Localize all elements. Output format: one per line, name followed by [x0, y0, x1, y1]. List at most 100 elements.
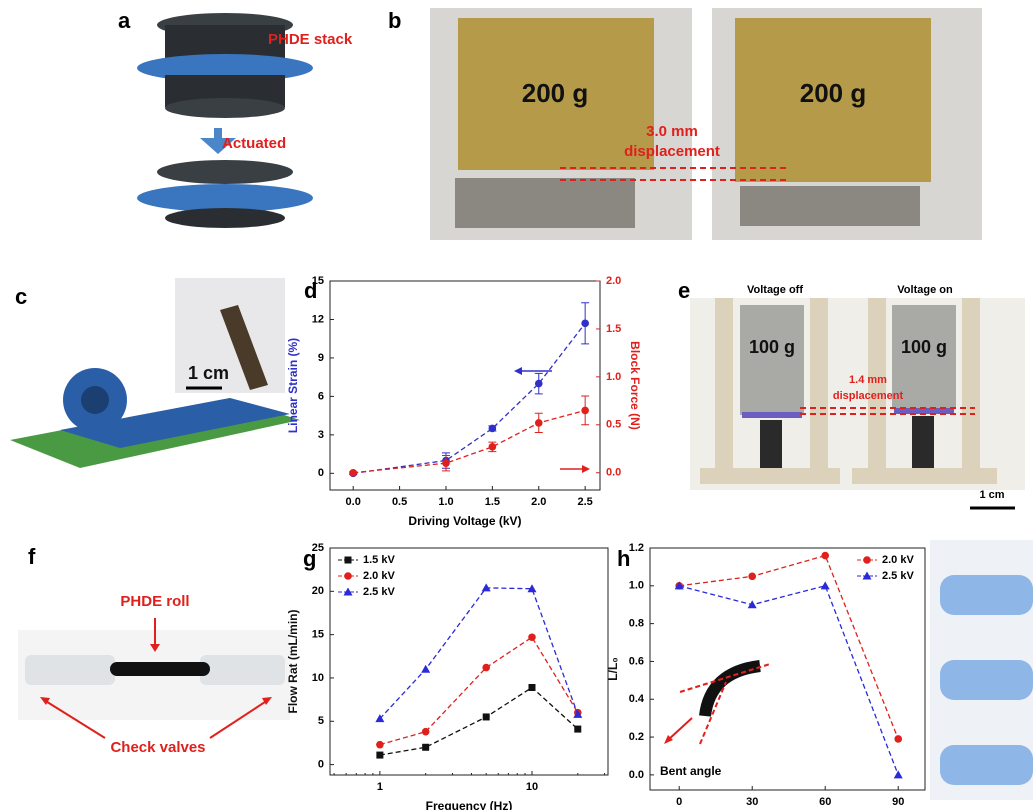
marker [422, 744, 429, 751]
weight-label: 100 g [749, 337, 795, 357]
series-line [353, 410, 585, 472]
x-tick-label: 2.0 [531, 496, 546, 508]
plot-frame [330, 548, 608, 775]
series-line [679, 586, 898, 775]
marker [574, 726, 581, 733]
y-tick-label: 12 [312, 313, 324, 325]
panel-label: f [28, 544, 36, 569]
marker [863, 556, 871, 564]
marker [528, 633, 536, 641]
marker [345, 557, 352, 564]
x-axis-label: Driving Voltage (kV) [408, 514, 521, 528]
annotation: displacement [833, 390, 904, 402]
panel-label: a [118, 8, 131, 33]
roll-illustration [10, 278, 300, 468]
series-line [679, 556, 898, 739]
x-tick-label: 1 [377, 781, 383, 793]
legend-label: 2.0 kV [882, 554, 914, 566]
panel-label: c [15, 284, 27, 309]
marker [528, 684, 535, 691]
x-tick-label: 2.5 [578, 496, 593, 508]
x-tick-label: 60 [819, 796, 831, 808]
y-tick-label: 15 [312, 629, 324, 641]
series-line [380, 588, 578, 719]
x-tick-label: 0 [676, 796, 682, 808]
marker [489, 443, 497, 451]
plot-frame [330, 281, 600, 490]
y-tick-label: 5 [318, 715, 324, 727]
annotation: Check valves [110, 739, 205, 756]
y-axis-label: Flow Rat (mL/min) [286, 610, 300, 714]
marker [376, 752, 383, 759]
marker [376, 741, 384, 749]
legend-label: 2.5 kV [882, 570, 914, 582]
annotation: 1.4 mm [849, 374, 887, 386]
weight-label: 200 g [522, 78, 589, 108]
x-axis-label: Frequency (Hz) [426, 799, 513, 810]
marker [483, 713, 490, 720]
y2-axis-label: Block Force (N) [628, 341, 642, 430]
marker [482, 664, 490, 672]
x-tick-label: 1.0 [438, 496, 453, 508]
legend-label: 2.5 kV [363, 586, 395, 598]
marker [421, 665, 430, 673]
annotation: 3.0 mm [646, 123, 698, 140]
y-tick-label: 25 [312, 542, 324, 554]
marker [581, 407, 589, 415]
photo [690, 298, 1025, 508]
y-tick-label: 0 [318, 759, 324, 771]
series-line [380, 687, 578, 755]
marker [535, 419, 543, 427]
marker [581, 320, 589, 328]
y2-tick-label: 2.0 [606, 275, 621, 287]
legend-label: 2.0 kV [363, 570, 395, 582]
y-tick-label: 1.0 [629, 580, 644, 592]
series-line [353, 323, 585, 473]
y-tick-label: 0.6 [629, 655, 644, 667]
state-label: Voltage off [747, 284, 803, 296]
y-tick-label: 0.0 [629, 769, 644, 781]
state-label: Voltage on [897, 284, 953, 296]
marker [442, 459, 450, 467]
photo [18, 618, 290, 738]
y2-tick-label: 0.0 [606, 467, 621, 479]
marker [894, 735, 902, 743]
x-tick-label: 10 [526, 781, 538, 793]
y-tick-label: 6 [318, 390, 324, 402]
weight-label: 100 g [901, 337, 947, 357]
panel-label: b [388, 8, 401, 33]
x-tick-label: 0.5 [392, 496, 407, 508]
legend-label: 1.5 kV [363, 554, 395, 566]
y-tick-label: 0.4 [629, 693, 645, 705]
y-tick-label: 0 [318, 467, 324, 479]
y-tick-label: 3 [318, 429, 324, 441]
panel-label: e [678, 278, 690, 303]
scale-bar-label: 1 cm [979, 489, 1004, 501]
marker [422, 728, 430, 736]
series-line [380, 637, 578, 744]
marker [349, 469, 357, 477]
figure: a PHDE stack Actuated b 200 g 200 g 3.0 … [0, 0, 1033, 810]
y-tick-label: 0.8 [629, 618, 644, 630]
y-tick-label: 10 [312, 672, 324, 684]
y-axis-label: L/L₀ [606, 657, 620, 680]
photo [930, 540, 1033, 800]
marker [344, 572, 352, 580]
y2-tick-label: 0.5 [606, 419, 621, 431]
annotation: PHDE roll [120, 593, 189, 610]
y-tick-label: 15 [312, 275, 324, 287]
scale-bar-label: 1 cm [188, 363, 229, 383]
annotation: displacement [624, 143, 720, 160]
marker [748, 573, 756, 581]
y-tick-label: 0.2 [629, 731, 644, 743]
y-tick-label: 9 [318, 352, 324, 364]
y2-tick-label: 1.5 [606, 323, 621, 335]
x-tick-label: 30 [746, 796, 758, 808]
marker [535, 380, 543, 388]
annotation: PHDE stack [268, 31, 353, 48]
weight-label: 200 g [800, 78, 867, 108]
y-tick-label: 1.2 [629, 542, 644, 554]
x-tick-label: 0.0 [346, 496, 361, 508]
marker [894, 770, 903, 778]
x-tick-label: 1.5 [485, 496, 500, 508]
